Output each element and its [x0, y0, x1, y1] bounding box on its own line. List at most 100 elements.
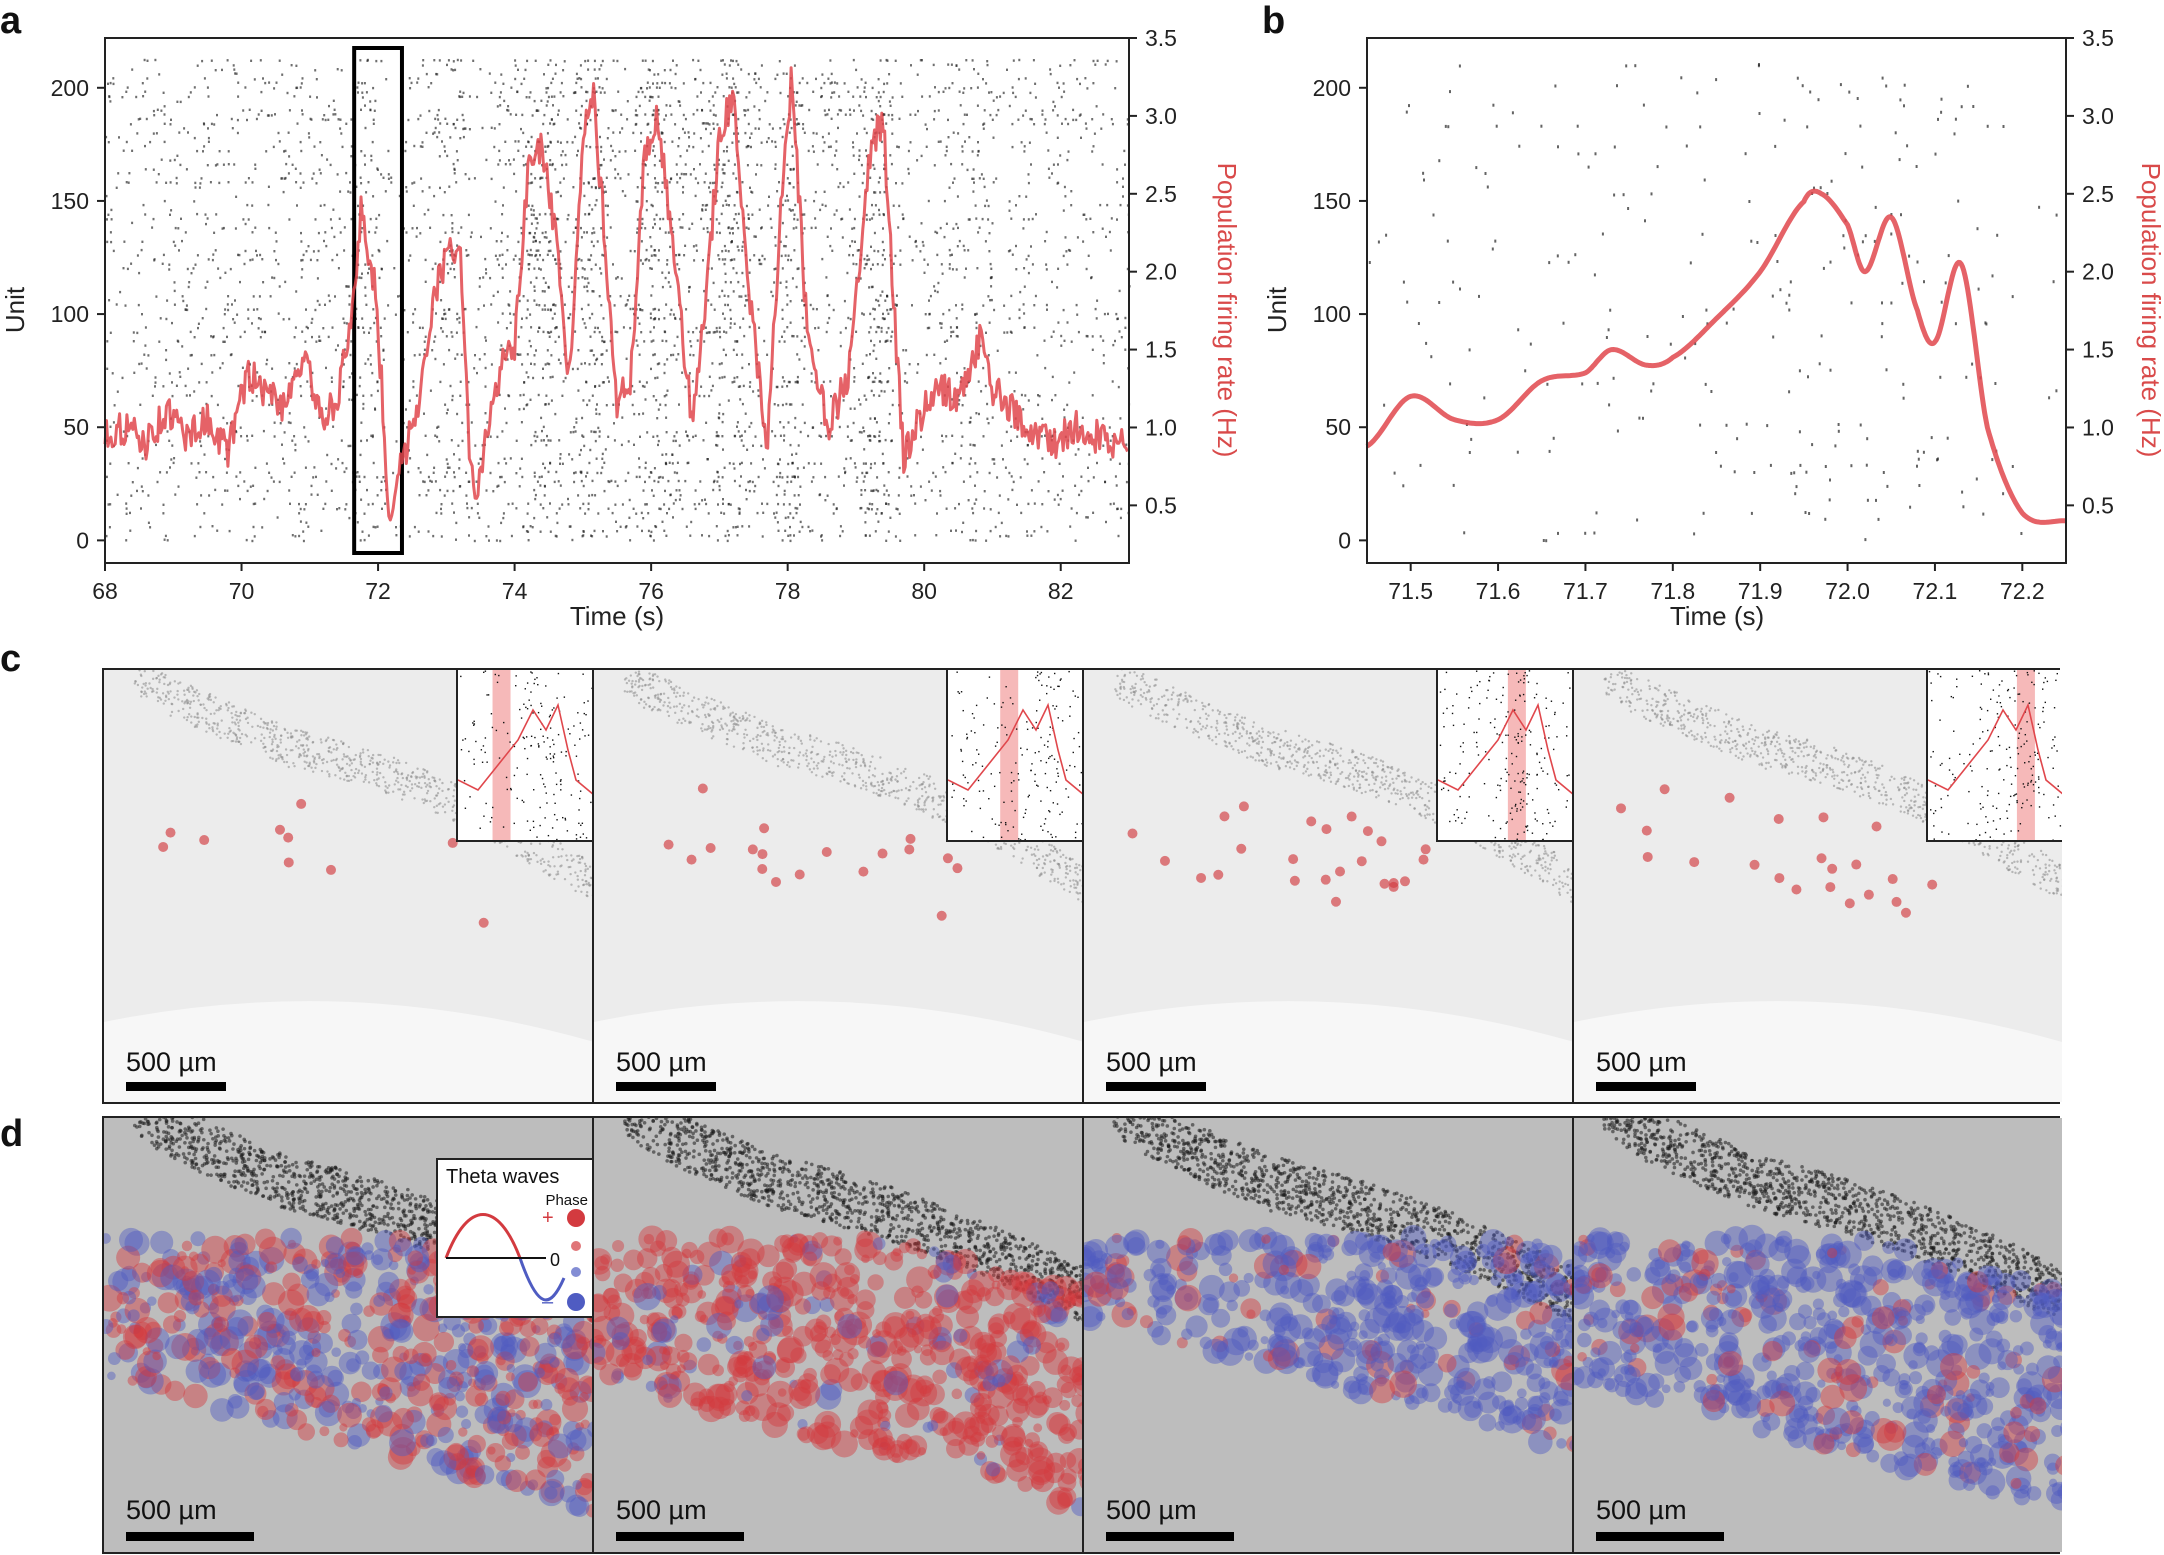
spike	[1576, 124, 1579, 128]
spike	[413, 144, 416, 148]
cell	[145, 695, 148, 698]
spike	[478, 285, 481, 288]
spike	[722, 498, 724, 501]
spike	[909, 113, 912, 116]
spike	[718, 484, 721, 488]
spike	[509, 113, 512, 116]
spike	[781, 335, 783, 338]
spike	[703, 181, 706, 184]
spike	[235, 430, 238, 434]
spike	[231, 127, 234, 130]
spike	[795, 100, 798, 103]
spike	[445, 412, 448, 415]
spike	[108, 95, 111, 99]
spike	[186, 267, 189, 271]
spike	[856, 132, 858, 135]
spike	[583, 194, 586, 198]
spike	[636, 186, 639, 189]
spike	[381, 507, 383, 510]
spike	[891, 389, 894, 392]
spike	[222, 163, 225, 166]
spike	[503, 480, 506, 484]
spike	[616, 484, 619, 488]
spike	[775, 511, 778, 514]
spike	[700, 91, 702, 94]
spike	[753, 490, 756, 493]
spike	[988, 471, 991, 475]
spike	[1070, 507, 1073, 510]
spike	[216, 403, 219, 407]
spike	[614, 480, 617, 483]
spike	[477, 308, 480, 311]
spike	[439, 380, 442, 384]
cell	[406, 785, 409, 789]
spike	[1056, 493, 1059, 497]
spike	[163, 113, 166, 116]
spike	[648, 475, 651, 479]
spike	[222, 340, 225, 343]
spike	[533, 289, 536, 292]
spike	[1916, 449, 1919, 453]
spike	[539, 484, 542, 487]
spike	[162, 91, 165, 94]
spike	[576, 258, 579, 262]
spike	[1577, 152, 1580, 156]
spike	[446, 63, 448, 67]
spike	[862, 480, 865, 483]
spike	[761, 535, 764, 538]
spike	[659, 227, 661, 230]
spike	[834, 154, 836, 157]
spike	[302, 181, 305, 184]
spike	[736, 425, 738, 428]
spike	[879, 59, 882, 62]
spike	[506, 358, 509, 361]
spike	[141, 490, 144, 493]
spike	[212, 336, 215, 339]
spike	[484, 336, 487, 339]
spike	[861, 362, 864, 365]
spike	[434, 117, 437, 121]
spike	[665, 339, 668, 343]
spike	[716, 123, 719, 126]
spike	[534, 497, 537, 501]
spike	[636, 344, 639, 347]
spike	[363, 538, 366, 542]
spike	[742, 384, 745, 388]
spike	[708, 534, 711, 538]
spike	[296, 122, 299, 125]
spike	[510, 534, 513, 538]
spike	[715, 231, 718, 234]
spike	[671, 453, 674, 456]
spike	[941, 434, 943, 437]
spike	[1040, 435, 1043, 438]
spike	[798, 81, 801, 85]
panel-a-highlight-box	[352, 46, 404, 555]
spike	[826, 494, 829, 497]
cell	[579, 869, 582, 873]
spike	[916, 73, 919, 76]
spike	[367, 271, 369, 275]
spike	[488, 539, 490, 542]
spike	[650, 367, 652, 371]
cell	[438, 787, 441, 790]
spike	[880, 330, 883, 333]
spike	[574, 330, 577, 333]
spike	[517, 240, 520, 244]
spike	[518, 408, 521, 411]
spike	[464, 307, 467, 311]
spike	[801, 403, 804, 406]
spike	[301, 330, 304, 333]
spike	[622, 326, 625, 329]
spike	[584, 512, 587, 515]
spike	[338, 217, 341, 220]
spike	[383, 317, 386, 320]
spike	[709, 132, 712, 135]
x-tick-label: 71.5	[1388, 578, 1433, 604]
spike	[490, 363, 493, 366]
spike	[283, 462, 286, 465]
y-tick-label: 0	[76, 527, 89, 553]
spike	[533, 285, 536, 288]
panel-label-a: a	[0, 0, 22, 42]
spike	[481, 126, 484, 130]
spike	[258, 295, 261, 298]
